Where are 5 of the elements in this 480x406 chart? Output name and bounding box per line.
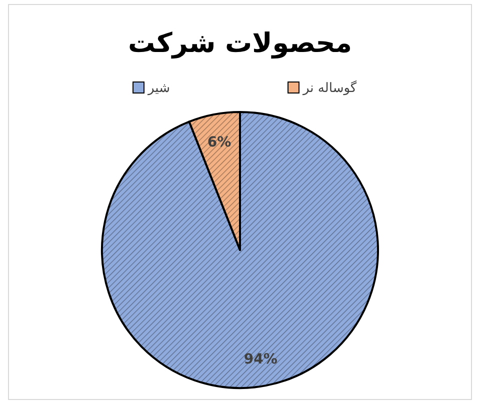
data-label: 6% [207, 134, 232, 151]
chart-title: محصولات شرکت [128, 28, 352, 59]
legend-label: گوساله نر [302, 80, 358, 96]
data-label: 94% [244, 351, 278, 368]
legend-label: شیر [147, 81, 170, 96]
